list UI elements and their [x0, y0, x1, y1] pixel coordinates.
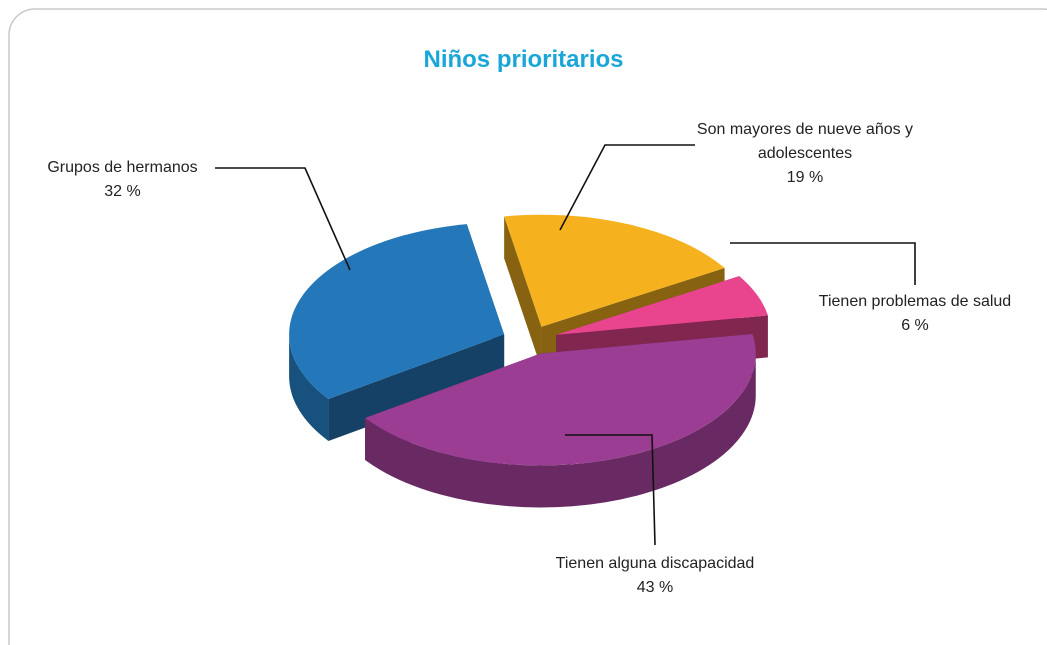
leader-line	[215, 167, 351, 271]
value-label: 32 %	[104, 183, 141, 200]
chart-title: Niños prioritarios	[423, 46, 624, 73]
leader-line	[565, 434, 656, 546]
category-label: Tienen problemas de salud	[818, 293, 1012, 310]
frame	[8, 8, 1047, 645]
slice	[504, 214, 725, 327]
category-label: Grupos de hermanos	[47, 159, 198, 176]
slice	[365, 334, 756, 466]
value-label: 43 %	[636, 579, 674, 596]
slice-side	[289, 334, 329, 442]
category-label: Tienen alguna discapacidad	[555, 555, 755, 572]
slice-side	[328, 334, 505, 442]
leaders	[215, 144, 916, 546]
leader-line	[730, 242, 916, 285]
category-label: Son mayores de nueve años y adolescentes	[696, 121, 914, 162]
slice-side	[365, 353, 756, 508]
slice-label: Son mayores de nueve años y adolescentes…	[690, 118, 920, 190]
slice-label: Grupos de hermanos 32 %	[30, 156, 215, 204]
leader-line	[559, 144, 695, 231]
slice-label: Tienen alguna discapacidad 43 %	[525, 552, 785, 600]
value-label: 19 %	[786, 169, 824, 186]
slice	[289, 224, 505, 400]
pie	[289, 214, 768, 508]
slice-label: Tienen problemas de salud 6 %	[785, 290, 1045, 338]
value-label: 6 %	[901, 317, 929, 334]
slice-side	[504, 216, 542, 369]
slice	[556, 276, 768, 335]
